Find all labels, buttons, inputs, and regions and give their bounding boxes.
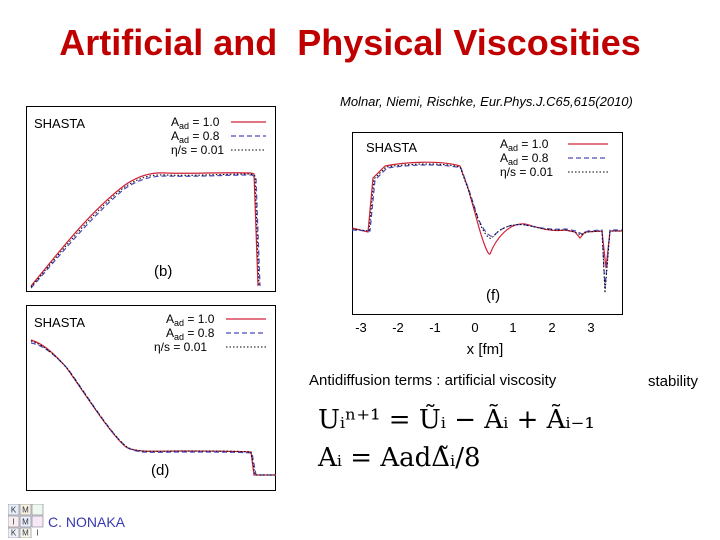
x-tick: -3 — [355, 320, 367, 335]
x-tick: 0 — [471, 320, 478, 335]
plot-panel-b: SHASTA Aad = 1.0 Aad = 0.8 η/s = 0.01 (b… — [26, 106, 276, 292]
svg-text:I: I — [12, 518, 14, 527]
plot-panel-d: SHASTA Aad = 1.0 Aad = 0.8 η/s = 0.01 (d… — [26, 305, 276, 491]
panel-d-legend: Aad = 1.0 Aad = 0.8 η/s = 0.01 — [154, 312, 266, 354]
svg-text:Aad = 0.8: Aad = 0.8 — [171, 129, 220, 145]
panel-b-legend: Aad = 1.0 Aad = 0.8 η/s = 0.01 — [171, 115, 266, 157]
x-tick: 3 — [587, 320, 594, 335]
panel-b-curve-visc — [30, 173, 260, 288]
panel-d-method: SHASTA — [34, 315, 85, 330]
svg-text:K: K — [11, 506, 17, 515]
panel-f-curve-ad1 — [351, 161, 622, 269]
slide-title: Artificial and Physical Viscosities — [59, 22, 641, 63]
plot-panel-f: SHASTA Aad = 1.0 Aad = 0.8 η/s = 0.01 (f… — [340, 128, 625, 362]
x-tick: -1 — [429, 320, 441, 335]
svg-text:Aad = 1.0: Aad = 1.0 — [171, 115, 220, 131]
panel-d-curve-visc — [30, 340, 276, 476]
x-tick: 2 — [548, 320, 555, 335]
panel-f-tag: (f) — [486, 287, 500, 304]
formula-line-2: Aᵢ = AadΔ̃ᵢ/8 — [318, 443, 481, 473]
panel-b-curve-ad1 — [30, 172, 259, 287]
svg-text:η/s = 0.01: η/s = 0.01 — [500, 165, 553, 179]
panel-b-method: SHASTA — [34, 116, 85, 131]
panel-d-tag: (d) — [151, 462, 169, 479]
svg-text:Aad = 0.8: Aad = 0.8 — [166, 326, 215, 342]
stability-label: stability — [648, 373, 699, 390]
svg-text:M: M — [22, 506, 29, 515]
panel-f-curve-visc — [351, 163, 622, 294]
x-tick: 1 — [509, 320, 516, 335]
svg-text:η/s = 0.01: η/s = 0.01 — [171, 143, 224, 157]
caption: Antidiffusion terms : artificial viscosi… — [309, 372, 557, 389]
svg-text:Aad = 1.0: Aad = 1.0 — [500, 137, 549, 153]
panel-f-legend: Aad = 1.0 Aad = 0.8 η/s = 0.01 — [500, 137, 608, 179]
svg-text:Aad = 1.0: Aad = 1.0 — [166, 312, 215, 328]
formula: Uᵢⁿ⁺¹ = Ũᵢ − Ãᵢ + Ãᵢ₋₁ Aᵢ = AadΔ̃ᵢ/8 — [318, 405, 595, 481]
svg-text:K: K — [11, 529, 17, 538]
x-axis-label: x [fm] — [467, 341, 504, 358]
author-name: C. NONAKA — [48, 514, 126, 530]
citation: Molnar, Niemi, Rischke, Eur.Phys.J.C65,6… — [340, 94, 633, 109]
kmi-logo-icon: K M I M K M I — [8, 504, 44, 538]
panel-f-xaxis: -3 -2 -1 0 1 2 3 x [fm] — [355, 320, 594, 358]
svg-text:I: I — [36, 529, 38, 538]
panel-f-method: SHASTA — [366, 140, 417, 155]
svg-text:M: M — [22, 529, 29, 538]
svg-text:η/s = 0.01: η/s = 0.01 — [154, 340, 207, 354]
panel-b-tag: (b) — [154, 263, 172, 280]
x-tick: -2 — [392, 320, 404, 335]
panel-b-curve-ad08 — [30, 174, 261, 289]
svg-text:Aad = 0.8: Aad = 0.8 — [500, 151, 549, 167]
svg-text:M: M — [22, 518, 29, 527]
formula-line-1: Uᵢⁿ⁺¹ = Ũᵢ − Ãᵢ + Ãᵢ₋₁ — [318, 405, 595, 435]
